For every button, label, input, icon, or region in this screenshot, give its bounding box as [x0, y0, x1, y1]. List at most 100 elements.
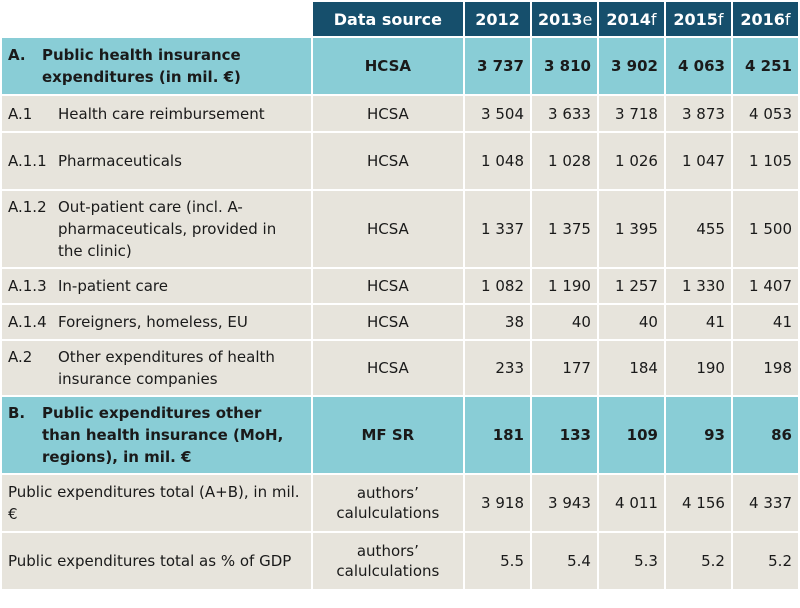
- row-source: MF SR: [312, 397, 464, 473]
- year-label: 2012: [475, 9, 520, 29]
- row-value-2014: 4 011: [598, 475, 664, 531]
- row-value-2016: 1 407: [732, 269, 798, 303]
- table-row-gdp: Public expenditures total as % of GDP au…: [2, 533, 798, 589]
- expenditure-table: Data source 2012 2013e 2014f 2015f 2016f…: [2, 2, 798, 589]
- row-value-2012: 1 048: [465, 133, 530, 189]
- header-year-2015: 2015f: [665, 2, 731, 36]
- table-row-a11: A.1.1 Pharmaceuticals HCSA 1 048 1 028 1 …: [2, 133, 798, 189]
- header-year-2012: 2012: [465, 2, 530, 36]
- row-label: Public expenditures total (A+B), in mil.…: [8, 483, 300, 523]
- row-value-2012: 3 504: [465, 96, 530, 131]
- row-value-2015: 455: [665, 191, 731, 267]
- row-value-2013: 133: [532, 397, 597, 473]
- row-label-cell: A.1.3 In-patient care: [2, 269, 311, 303]
- row-value-2013: 1 190: [532, 269, 597, 303]
- year-suffix: e: [582, 9, 593, 29]
- row-value-2013: 3 633: [532, 96, 597, 131]
- header-year-2013: 2013e: [532, 2, 597, 36]
- year-label: 2015: [673, 9, 718, 29]
- header-blank-cell: [2, 2, 311, 36]
- year-label: 2016: [740, 9, 785, 29]
- row-code: A.1.1: [8, 152, 47, 170]
- row-value-2013: 3 943: [532, 475, 597, 531]
- table-row-a2: A.2 Other expenditures of health insuranc…: [2, 341, 798, 395]
- row-code: A.1: [8, 104, 33, 123]
- row-value-2012: 1 082: [465, 269, 530, 303]
- row-value-2015: 5.2: [665, 533, 731, 589]
- row-value-2016: 1 500: [732, 191, 798, 267]
- row-value-2012: 3 737: [465, 38, 530, 94]
- year-suffix: f: [784, 9, 791, 29]
- row-source: HCSA: [312, 191, 464, 267]
- header-row: Data source 2012 2013e 2014f 2015f 2016f: [2, 2, 798, 36]
- row-value-2014: 1 257: [598, 269, 664, 303]
- row-code: A.1.3: [8, 277, 47, 295]
- table-row-a13: A.1.3 In-patient care HCSA 1 082 1 190 1 …: [2, 269, 798, 303]
- row-label: Health care reimbursement: [58, 104, 265, 123]
- row-value-2015: 41: [665, 305, 731, 339]
- row-value-2013: 40: [532, 305, 597, 339]
- table-row-total: Public expenditures total (A+B), in mil.…: [2, 475, 798, 531]
- table-row-b: B. Public expenditures other than health …: [2, 397, 798, 473]
- row-label: Public health insurance expenditures (in…: [42, 46, 241, 86]
- row-value-2016: 41: [732, 305, 798, 339]
- table-row-a: A. Public health insurance expenditures (…: [2, 38, 798, 94]
- row-value-2016: 4 337: [732, 475, 798, 531]
- row-label-cell: A.1.4 Foreigners, homeless, EU: [2, 305, 311, 339]
- row-source: HCSA: [312, 133, 464, 189]
- row-label-cell: A.1.1 Pharmaceuticals: [2, 133, 311, 189]
- table-row-a14: A.1.4 Foreigners, homeless, EU HCSA 38 40…: [2, 305, 798, 339]
- row-value-2014: 5.3: [598, 533, 664, 589]
- row-code: A.2: [8, 348, 33, 366]
- year-suffix: f: [650, 9, 657, 29]
- row-value-2015: 1 330: [665, 269, 731, 303]
- row-value-2013: 177: [532, 341, 597, 395]
- row-value-2016: 86: [732, 397, 798, 473]
- row-label-cell: Public expenditures total as % of GDP: [2, 533, 311, 589]
- row-value-2012: 5.5: [465, 533, 530, 589]
- row-label-cell: A.2 Other expenditures of health insuranc…: [2, 341, 311, 395]
- row-value-2013: 3 810: [532, 38, 597, 94]
- row-code: B.: [8, 404, 26, 422]
- row-label: Other expenditures of health insurance c…: [58, 348, 275, 388]
- row-value-2014: 184: [598, 341, 664, 395]
- row-label-cell: B. Public expenditures other than health …: [2, 397, 311, 473]
- row-value-2013: 5.4: [532, 533, 597, 589]
- row-value-2016: 4 053: [732, 96, 798, 131]
- row-code: A.1.2: [8, 198, 47, 216]
- row-value-2014: 1 026: [598, 133, 664, 189]
- header-year-2014: 2014f: [598, 2, 664, 36]
- row-source: HCSA: [312, 38, 464, 94]
- row-value-2014: 3 718: [598, 96, 664, 131]
- header-year-2016: 2016f: [732, 2, 798, 36]
- row-source: HCSA: [312, 96, 464, 131]
- row-label: In-patient care: [58, 277, 168, 295]
- row-code: A.: [8, 46, 26, 64]
- row-value-2015: 3 873: [665, 96, 731, 131]
- row-source: HCSA: [312, 341, 464, 395]
- row-label: Public expenditures total as % of GDP: [8, 552, 292, 570]
- year-label: 2013: [538, 9, 583, 29]
- row-value-2012: 38: [465, 305, 530, 339]
- header-data-source: Data source: [312, 2, 464, 36]
- row-value-2014: 109: [598, 397, 664, 473]
- row-label-cell: A. Public health insurance expenditures (…: [2, 38, 311, 94]
- row-value-2012: 1 337: [465, 191, 530, 267]
- row-value-2015: 190: [665, 341, 731, 395]
- row-value-2012: 233: [465, 341, 530, 395]
- row-value-2015: 93: [665, 397, 731, 473]
- row-label-cell: A.1.2 Out-patient care (incl. A-pharmaceu…: [2, 191, 311, 267]
- row-value-2014: 1 395: [598, 191, 664, 267]
- row-label: Out-patient care (incl. A-pharmaceutical…: [58, 198, 277, 260]
- row-value-2016: 198: [732, 341, 798, 395]
- row-source: HCSA: [312, 269, 464, 303]
- row-value-2014: 40: [598, 305, 664, 339]
- row-label: Foreigners, homeless, EU: [58, 313, 248, 331]
- year-label: 2014: [606, 9, 651, 29]
- row-source: HCSA: [312, 305, 464, 339]
- row-value-2015: 4 063: [665, 38, 731, 94]
- row-value-2013: 1 375: [532, 191, 597, 267]
- row-value-2012: 3 918: [465, 475, 530, 531]
- row-value-2015: 1 047: [665, 133, 731, 189]
- row-label: Pharmaceuticals: [58, 152, 182, 170]
